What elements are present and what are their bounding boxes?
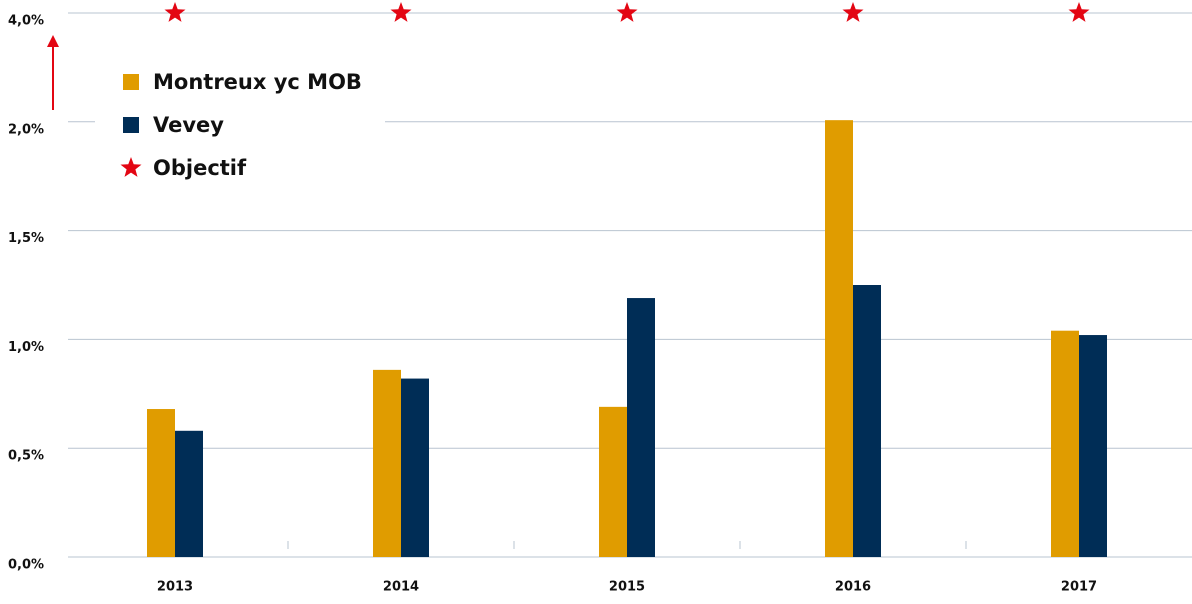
axis-break-arrowhead	[47, 35, 59, 47]
x-tick-label: 2014	[383, 580, 419, 595]
bar	[175, 430, 203, 557]
legend-label: Vevey	[153, 113, 224, 137]
y-tick-label: 0,5%	[8, 449, 44, 464]
objective-star	[616, 2, 638, 22]
y-tick-label: 2,0%	[8, 122, 44, 137]
bar	[401, 378, 429, 557]
bar	[853, 285, 881, 557]
legend-background	[95, 62, 385, 192]
bar	[1079, 335, 1107, 557]
legend-marker	[123, 74, 139, 90]
bar	[599, 406, 627, 557]
objective-star	[1068, 2, 1090, 22]
bar	[825, 120, 853, 557]
y-tick-label: 4,0%	[8, 14, 44, 29]
objective-star	[842, 2, 864, 22]
y-tick-label: 1,0%	[8, 340, 44, 355]
legend-marker	[120, 157, 142, 177]
x-tick-label: 2017	[1061, 580, 1097, 595]
y-tick-label: 0,0%	[8, 558, 44, 573]
bar	[373, 369, 401, 557]
legend-label: Montreux yc MOB	[153, 70, 362, 94]
y-tick-label: 1,5%	[8, 231, 44, 246]
bar	[627, 298, 655, 557]
x-tick-label: 2016	[835, 580, 871, 595]
bar	[1051, 330, 1079, 557]
bar	[147, 409, 175, 557]
legend-label: Objectif	[153, 156, 247, 180]
x-tick-label: 2013	[157, 580, 193, 595]
legend-marker	[123, 117, 139, 133]
objective-star	[390, 2, 412, 22]
objective-star	[164, 2, 186, 22]
x-tick-label: 2015	[609, 580, 645, 595]
